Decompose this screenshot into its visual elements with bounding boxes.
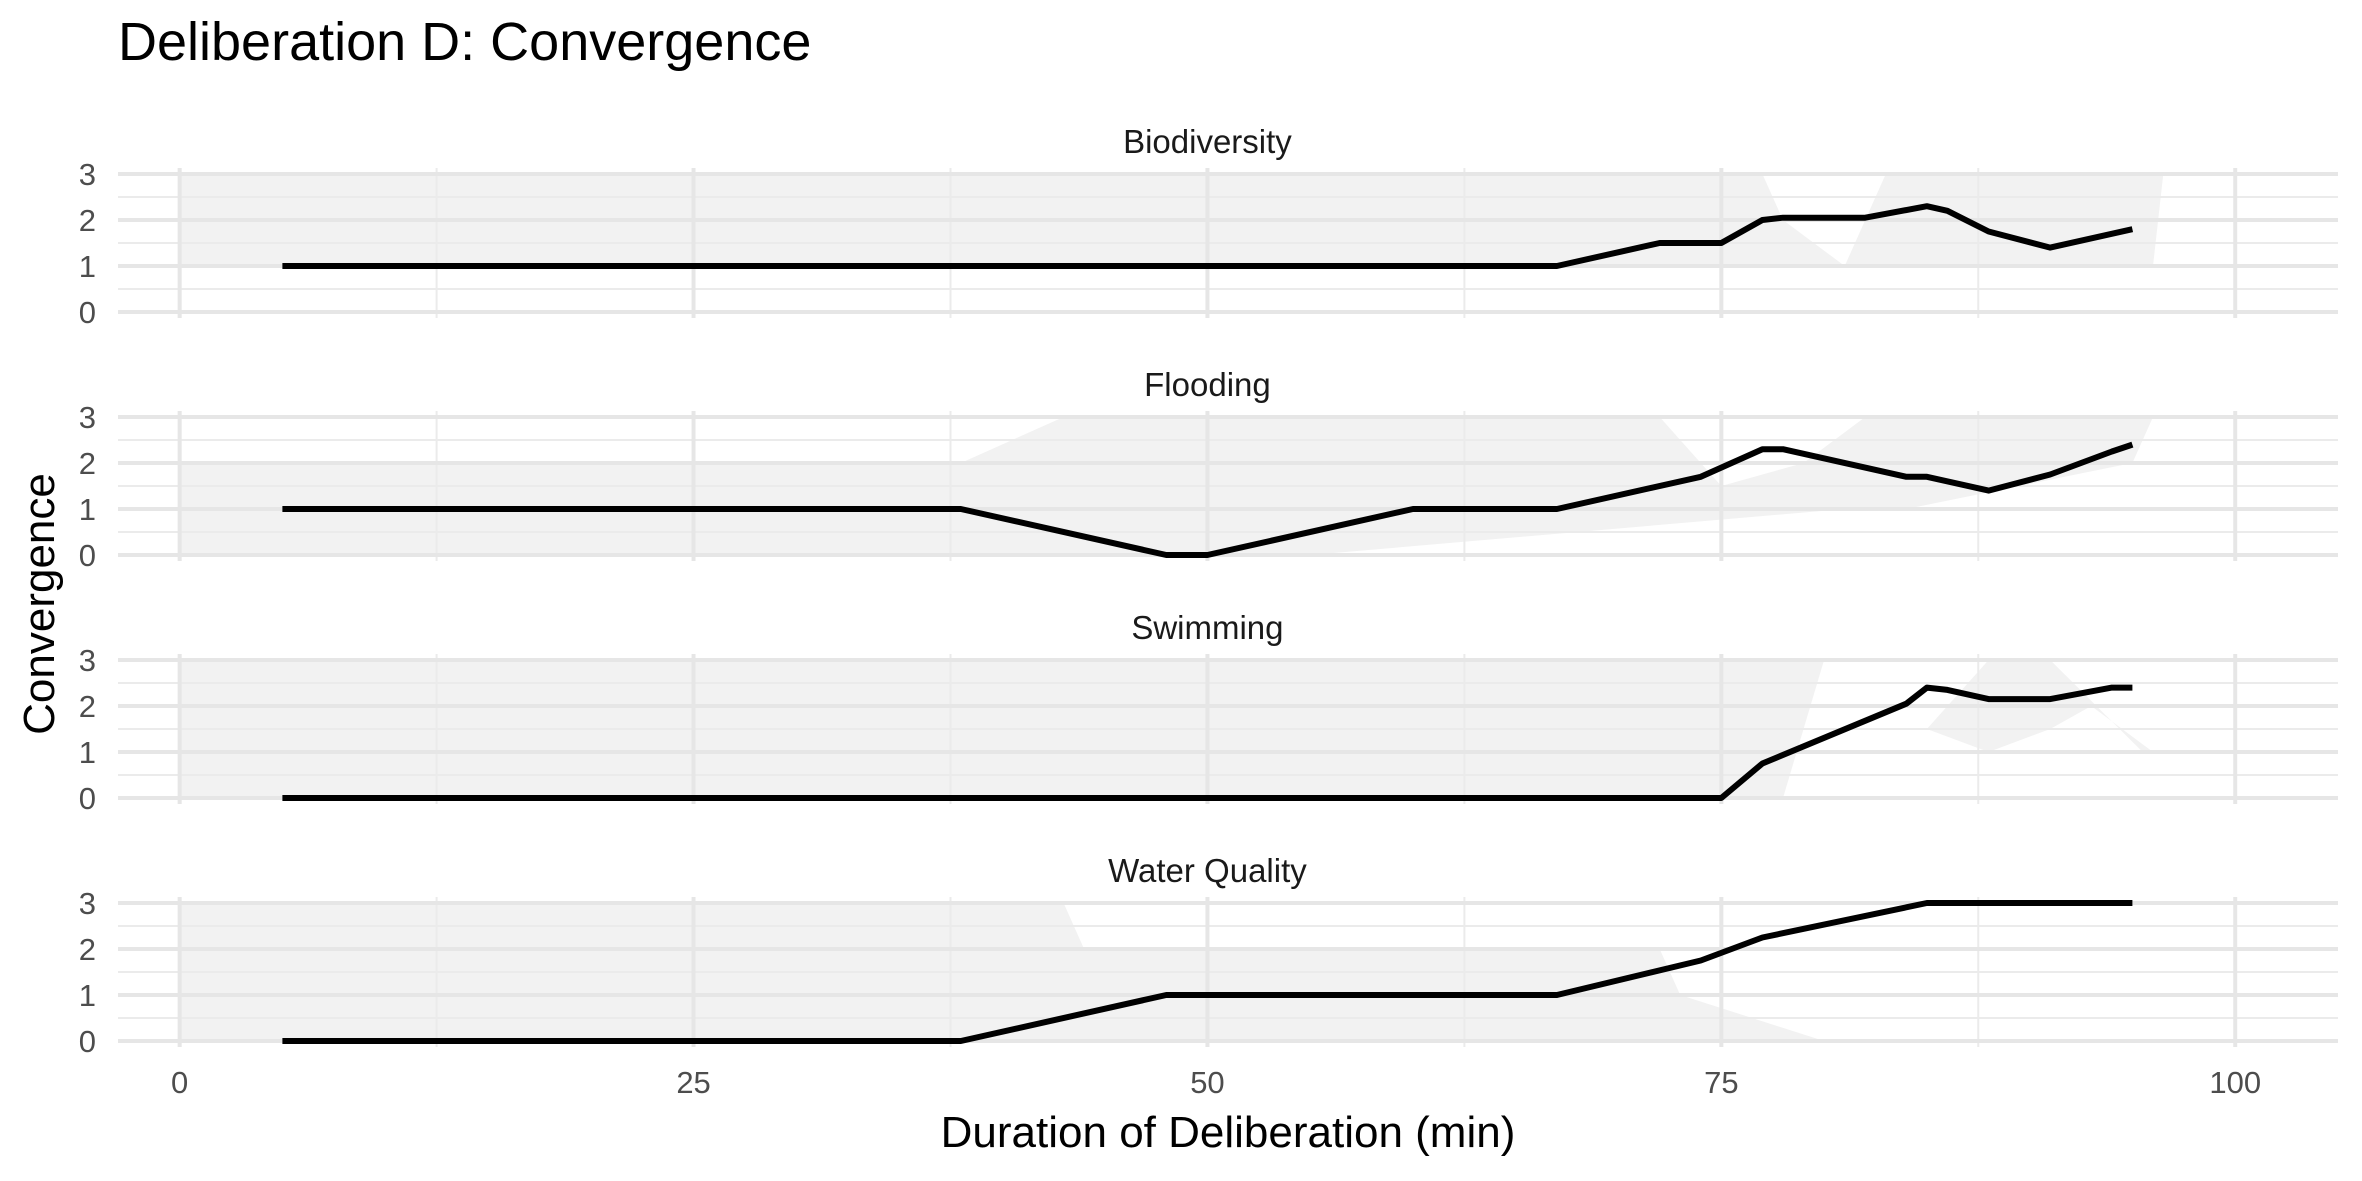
- y-tick-label: 2: [79, 203, 96, 238]
- y-tick-label: 1: [79, 249, 96, 284]
- y-axis-title: Convergence: [15, 473, 64, 735]
- panel-strip-label: Swimming: [1131, 609, 1283, 646]
- panel-strip-label: Water Quality: [1108, 852, 1307, 889]
- x-tick-label: 50: [1190, 1065, 1224, 1100]
- x-axis: 0 25 50 75 100: [171, 1065, 2261, 1100]
- series-line: [282, 441, 2134, 558]
- panel-strip-label: Flooding: [1144, 366, 1271, 403]
- x-tick-label: 0: [171, 1065, 188, 1100]
- series-line: [282, 203, 2134, 269]
- x-tick-label: 75: [1704, 1065, 1738, 1100]
- panel-flooding: Flooding 0 1 2 3: [79, 366, 2338, 573]
- series-line: [282, 900, 2133, 1044]
- panel-swimming: Swimming 0 1 2 3: [79, 609, 2338, 816]
- y-tick-label: 0: [79, 1024, 96, 1059]
- y-tick-label: 3: [79, 643, 96, 678]
- panel-water-quality: Water Quality 0 1 2 3: [79, 852, 2338, 1059]
- chart-title: Deliberation D: Convergence: [118, 12, 811, 72]
- y-tick-label: 2: [79, 932, 96, 967]
- panels: Biodiversity 0 1 2 3 Flooding 0 1 2 3 Swimming 0 1 2 3…: [79, 123, 2338, 1059]
- panel-biodiversity: Biodiversity 0 1 2 3: [79, 123, 2338, 330]
- panel-strip-label: Biodiversity: [1123, 123, 1292, 160]
- y-tick-label: 1: [79, 978, 96, 1013]
- y-tick-label: 3: [79, 886, 96, 921]
- y-tick-label: 3: [79, 400, 96, 435]
- x-tick-label: 100: [2209, 1065, 2261, 1100]
- x-tick-label: 25: [676, 1065, 710, 1100]
- y-tick-label: 0: [79, 781, 96, 816]
- y-tick-label: 0: [79, 538, 96, 573]
- y-tick-label: 2: [79, 689, 96, 724]
- x-axis-title: Duration of Deliberation (min): [941, 1108, 1516, 1157]
- y-tick-label: 3: [79, 157, 96, 192]
- series-line: [282, 684, 2133, 801]
- y-tick-label: 2: [79, 446, 96, 481]
- y-tick-label: 1: [79, 735, 96, 770]
- y-tick-label: 1: [79, 492, 96, 527]
- y-tick-label: 0: [79, 295, 96, 330]
